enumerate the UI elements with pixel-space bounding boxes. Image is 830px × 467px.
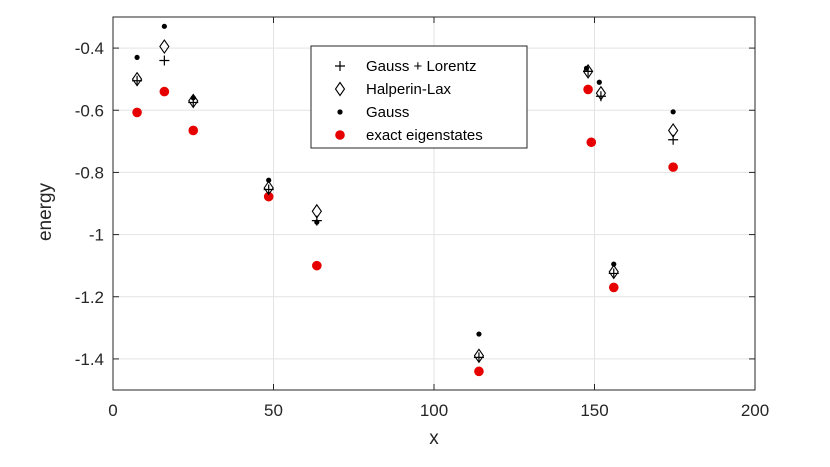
x-tick-label: 150 [580, 401, 608, 420]
x-tick-label: 0 [108, 401, 117, 420]
legend-label: Halperin-Lax [366, 81, 452, 98]
legend-item: Gauss + Lorentz [335, 58, 476, 75]
y-tick-label: -0.4 [75, 39, 104, 58]
ticks [112, 17, 756, 390]
diamond-marker [311, 203, 323, 219]
y-tick-label: -1.2 [75, 288, 104, 307]
circle-marker [263, 191, 274, 202]
dot-marker [583, 65, 590, 71]
y-tick-label: -0.6 [75, 101, 104, 120]
plus-marker [335, 61, 345, 71]
legend-item: exact eigenstates [335, 127, 483, 144]
series-dot [134, 23, 676, 337]
circle-marker [668, 162, 678, 172]
circle-marker [312, 260, 322, 271]
circle-marker [474, 366, 484, 377]
legend-label: Gauss [366, 104, 409, 121]
legend-box [310, 45, 528, 149]
dot-marker [161, 23, 167, 29]
y-tick-labels: -1.4 -1.2 -1 -0.8 -0.6 -0.4 [75, 39, 104, 369]
plus-marker [159, 55, 170, 66]
legend-item: Gauss [337, 104, 409, 121]
dot-marker [314, 219, 320, 225]
dot-marker [134, 54, 140, 61]
legend-item: Halperin-Lax [334, 81, 452, 98]
diamond-marker [334, 81, 346, 97]
dot-marker [190, 95, 196, 101]
dot-marker [596, 79, 602, 85]
circle-marker [608, 282, 619, 293]
dot-marker [476, 331, 482, 337]
series-diamond [131, 39, 679, 364]
dot-marker [266, 177, 272, 183]
circle-marker [335, 130, 345, 140]
diamond-marker [667, 122, 679, 138]
diamond-marker [595, 85, 607, 101]
diamond-marker [608, 264, 619, 280]
series-circle [132, 84, 678, 377]
legend-label: Gauss + Lorentz [366, 58, 476, 75]
diamond-marker [263, 180, 274, 196]
diamond-marker [188, 93, 199, 109]
y-tick-label: -1.4 [75, 350, 104, 369]
diamond-marker [473, 348, 485, 364]
legend: Gauss + Lorentz Halperin-Lax Gauss exact ei… [310, 45, 528, 149]
diamond-marker [159, 39, 170, 54]
data-points [131, 23, 679, 377]
x-tick-label: 100 [420, 401, 448, 420]
circle-marker [159, 86, 170, 97]
x-tick-label: 50 [264, 401, 283, 420]
circle-marker [583, 84, 593, 95]
x-axis-label: x [429, 428, 439, 449]
dot-marker [611, 261, 617, 267]
y-tick-label: -1 [89, 226, 104, 245]
diamond-marker [131, 71, 143, 87]
x-tick-labels: 0 50 100 150 200 [108, 401, 769, 420]
dot-marker [670, 109, 676, 115]
y-tick-label: -0.8 [75, 163, 104, 182]
circle-marker [132, 107, 142, 118]
circle-marker [188, 125, 199, 136]
dot-marker [337, 109, 343, 115]
circle-marker [586, 137, 597, 148]
y-axis-label: energy [35, 182, 56, 241]
x-tick-label: 200 [741, 401, 769, 420]
legend-label: exact eigenstates [366, 127, 483, 144]
